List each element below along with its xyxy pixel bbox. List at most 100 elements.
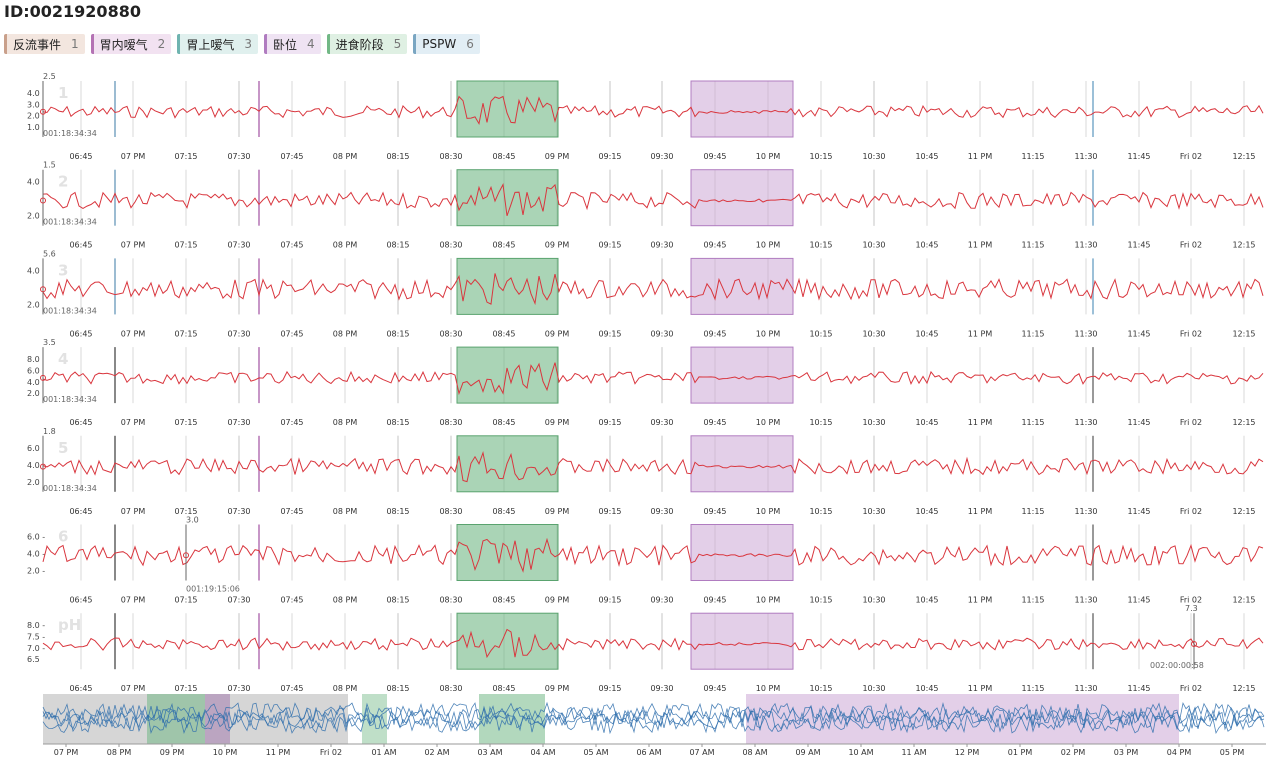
x-tick-label: 06:45	[69, 418, 92, 427]
x-tick-label: 08 PM	[333, 684, 358, 693]
channel-name: 3	[58, 261, 68, 279]
supine-region[interactable]	[690, 80, 794, 138]
x-tick-label: 09:30	[650, 507, 673, 516]
x-tick-label: 12:15	[1232, 418, 1255, 427]
trace-line[interactable]	[42, 450, 1264, 483]
trace-line[interactable]	[42, 95, 1264, 125]
cursor-point[interactable]	[40, 463, 46, 470]
x-tick-label: 12:15	[1232, 507, 1255, 516]
x-tick-label: 10 PM	[756, 507, 781, 516]
x-tick-label: 06:45	[69, 241, 92, 250]
x-tick-label: 11 PM	[968, 152, 993, 161]
cursor-point[interactable]	[1191, 641, 1197, 647]
supine-region[interactable]	[690, 169, 794, 227]
x-tick-label: 08:30	[439, 507, 462, 516]
x-tick-label: 10:15	[809, 152, 832, 161]
navigator-tick-label: 11 AM	[901, 748, 926, 757]
cursor-point[interactable]	[183, 552, 189, 559]
x-tick-label: 07:15	[174, 596, 197, 605]
x-tick-label: 11:30	[1074, 596, 1097, 605]
x-tick-label: 07:45	[280, 418, 303, 427]
trace-line[interactable]	[42, 537, 1264, 573]
y-tick-label: 2.0	[27, 389, 40, 398]
legend-item-2[interactable]: 胃内嗳气 2	[90, 34, 172, 54]
x-tick-label: 07 PM	[121, 684, 146, 693]
x-tick-label: 12:15	[1232, 152, 1255, 161]
x-tick-label: 08:15	[386, 152, 409, 161]
cursor-point[interactable]	[40, 374, 46, 381]
y-tick-label: 2.0	[27, 478, 40, 487]
x-tick-label: 08:15	[386, 596, 409, 605]
cursor-time-label: 001:18:34:34	[43, 218, 97, 227]
legend-item-3[interactable]: 胃上嗳气 3	[177, 34, 258, 54]
navigator-tick-label: 06 AM	[636, 748, 661, 757]
navigator-tick-label: 07 AM	[689, 748, 714, 757]
x-tick-label: 07:45	[280, 329, 303, 338]
x-tick-label: 12:15	[1232, 329, 1255, 338]
supine-region[interactable]	[690, 524, 794, 581]
trace-line[interactable]	[42, 362, 1264, 396]
x-tick-label: 09:15	[598, 684, 621, 693]
meal-phase-region[interactable]	[456, 80, 559, 138]
legend-item-4[interactable]: 卧位 4	[263, 34, 321, 54]
x-tick-label: 08:45	[492, 507, 515, 516]
x-tick-label: 07 PM	[121, 418, 146, 427]
legend-item-5[interactable]: 进食阶段 5	[326, 34, 408, 54]
trace-line[interactable]	[42, 273, 1264, 306]
y-tick-label: 6.0	[27, 366, 40, 375]
x-tick-label: 10:45	[915, 418, 938, 427]
x-tick-label: 11:30	[1074, 241, 1097, 250]
legend-item-6[interactable]: PSPW 6	[413, 34, 480, 54]
supine-region[interactable]	[690, 346, 794, 404]
x-tick-label: 11:15	[1021, 596, 1044, 605]
x-tick-label: 08:30	[439, 418, 462, 427]
x-tick-label: 08:15	[386, 329, 409, 338]
y-tick-label: 4.0	[27, 178, 40, 187]
scale-label: 5.6	[43, 249, 56, 258]
x-tick-label: 08:30	[439, 152, 462, 161]
supine-region[interactable]	[690, 612, 794, 670]
legend-item-1[interactable]: 反流事件 1	[4, 34, 85, 54]
x-tick-label: 09 PM	[545, 596, 570, 605]
meal-phase-region[interactable]	[456, 346, 559, 404]
x-tick-label: 08:45	[492, 418, 515, 427]
x-tick-label: 08 PM	[333, 241, 358, 250]
meal-phase-region[interactable]	[456, 169, 559, 227]
x-tick-label: Fri 02	[1180, 329, 1202, 338]
x-tick-label: 11:15	[1021, 152, 1044, 161]
y-tick-label: 4.0	[27, 378, 40, 387]
y-tick-label: 3.0	[27, 100, 40, 109]
channel-name: pH	[58, 616, 81, 634]
y-tick-label: 2.0	[27, 300, 40, 309]
legend-number: 6	[466, 37, 474, 51]
navigator-tick-label: 02 PM	[1061, 748, 1086, 757]
y-tick-label: 4.0 -	[27, 550, 45, 559]
x-tick-label: 11:45	[1127, 507, 1150, 516]
meal-phase-region[interactable]	[456, 257, 559, 315]
legend-label: 进食阶段	[335, 37, 384, 52]
cursor-point[interactable]	[40, 197, 46, 204]
y-tick-label: 4.0	[27, 461, 40, 470]
meal-phase-region[interactable]	[456, 612, 559, 670]
x-tick-label: 10:45	[915, 152, 938, 161]
navigator-meal-region	[479, 694, 545, 744]
meal-phase-region[interactable]	[456, 524, 559, 581]
cursor-point[interactable]	[40, 286, 46, 293]
trace-line[interactable]	[42, 628, 1264, 659]
channel-name: 4	[58, 350, 68, 368]
x-tick-label: 08:30	[439, 329, 462, 338]
trace-line[interactable]	[42, 182, 1264, 216]
y-tick-label: 2.0 -	[27, 567, 45, 576]
x-tick-label: 10:15	[809, 684, 832, 693]
supine-region[interactable]	[690, 257, 794, 315]
legend-label: 胃上嗳气	[186, 37, 235, 52]
x-tick-label: 06:45	[69, 152, 92, 161]
x-tick-label: 08 PM	[333, 329, 358, 338]
x-tick-label: 07:15	[174, 241, 197, 250]
supine-region[interactable]	[690, 435, 794, 493]
x-tick-label: 07 PM	[121, 152, 146, 161]
navigator-tick-label: 12 PM	[955, 748, 980, 757]
x-tick-label: 09:15	[598, 152, 621, 161]
cursor-point[interactable]	[40, 108, 46, 115]
